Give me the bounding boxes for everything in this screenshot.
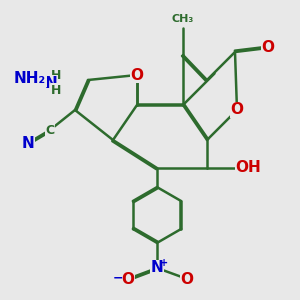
Text: H: H (51, 69, 62, 82)
Text: −: − (113, 272, 124, 285)
Text: C: C (45, 124, 55, 136)
Text: NH₂: NH₂ (14, 71, 46, 86)
Text: H: H (51, 84, 62, 97)
Text: O: O (230, 103, 244, 118)
Text: O: O (130, 68, 143, 82)
Text: O: O (262, 40, 275, 56)
Text: N: N (44, 76, 57, 91)
Text: N: N (22, 136, 34, 151)
Text: CH₃: CH₃ (172, 14, 194, 24)
Text: N: N (151, 260, 164, 275)
Text: +: + (160, 259, 168, 269)
Text: OH: OH (236, 160, 261, 175)
Text: O: O (181, 272, 194, 287)
Text: O: O (122, 272, 134, 287)
